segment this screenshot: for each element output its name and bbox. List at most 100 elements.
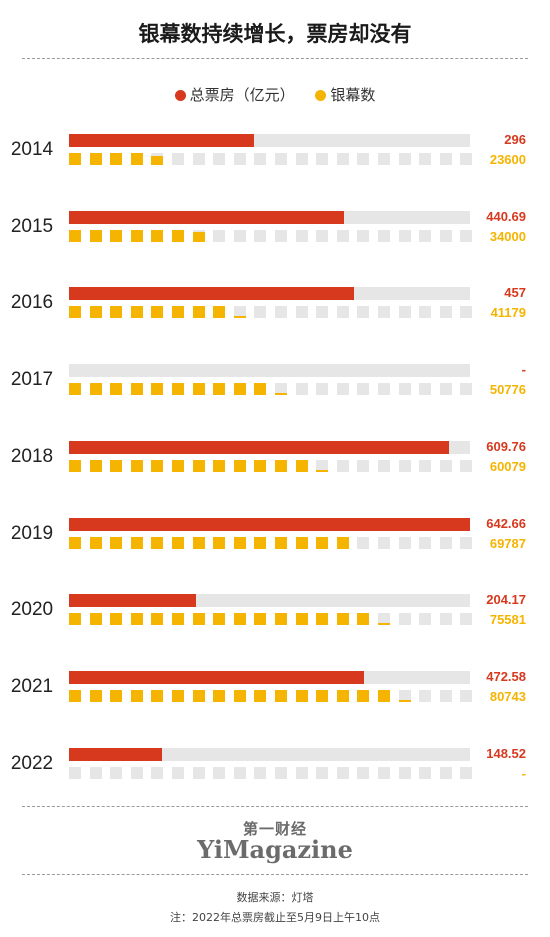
screens-square [110, 689, 123, 702]
screens-square [233, 689, 246, 702]
screens-square [110, 153, 123, 165]
screens-value: - [521, 765, 526, 781]
screens-square [89, 306, 102, 319]
screens-square [357, 306, 370, 319]
screens-square [192, 536, 205, 549]
screens-square [110, 459, 123, 472]
screens-square [336, 766, 349, 779]
screens-square-fill [130, 383, 143, 396]
box-office-track [69, 670, 470, 684]
screens-square [398, 613, 411, 626]
screens-square [130, 536, 143, 549]
screens-square [233, 536, 246, 549]
screens-square-fill [89, 613, 102, 626]
screens-square [316, 229, 329, 242]
screens-square-row [69, 536, 473, 550]
box-office-track [69, 517, 470, 531]
screens-square-fill [130, 306, 143, 319]
chart-title: 银幕数持续增长，票房却没有 [138, 22, 412, 46]
screens-square [213, 383, 226, 396]
screens-square [336, 153, 349, 165]
box-office-track [69, 594, 470, 608]
screens-square-fill [233, 459, 246, 472]
screens-square-fill [336, 537, 349, 549]
screens-square [316, 153, 329, 165]
screens-square [151, 766, 164, 779]
screens-square [295, 613, 308, 626]
screens-square [275, 459, 287, 472]
screens-square [439, 689, 452, 702]
screens-square [460, 459, 473, 472]
screens-square [275, 766, 287, 779]
screens-square-fill [357, 689, 370, 702]
screens-square [89, 536, 102, 549]
footer-divider [22, 874, 528, 875]
box-office-track [69, 440, 470, 454]
screens-square [130, 383, 143, 396]
screens-square [254, 766, 267, 779]
screens-square [130, 229, 143, 242]
screens-square [336, 536, 349, 549]
box-office-bar [69, 670, 364, 684]
screens-square [316, 306, 329, 319]
screens-square [419, 383, 432, 396]
screens-square-row [69, 613, 473, 626]
screens-square-fill [69, 689, 81, 702]
box-office-value: 457 [504, 285, 526, 301]
screens-square [419, 689, 432, 702]
screens-square [419, 459, 432, 472]
screens-square [172, 613, 184, 626]
screens-square [192, 613, 205, 626]
screens-square [213, 229, 226, 242]
screens-square [69, 536, 81, 549]
legend: 总票房（亿元） 银幕数 [0, 84, 550, 105]
screens-square-fill [89, 306, 102, 319]
screens-square-fill [69, 383, 81, 396]
screens-square [378, 306, 390, 319]
box-office-value: 440.69 [486, 208, 526, 224]
screens-square-fill [254, 536, 267, 549]
screens-square [69, 229, 81, 242]
screens-square [254, 689, 267, 702]
screens-square-fill [233, 689, 246, 702]
screens-square [110, 306, 123, 319]
box-office-value: 609.76 [486, 438, 526, 454]
footnote: 注：2022年总票房截止至5月9日上午10点 [170, 911, 380, 924]
screens-square-fill [69, 459, 81, 472]
screens-square [357, 153, 370, 165]
screens-square [398, 459, 411, 472]
screens-square [172, 536, 184, 549]
box-office-bar [69, 747, 162, 761]
screens-square [357, 229, 370, 242]
screens-square-row [69, 459, 473, 473]
screens-square-fill [110, 229, 123, 242]
year-label: 2020 [10, 599, 54, 621]
screens-square [295, 459, 308, 472]
screens-square [254, 383, 267, 396]
screens-square [233, 383, 246, 396]
box-office-track [69, 747, 470, 761]
legend-item-screens: 银幕数 [315, 84, 375, 105]
year-label: 2017 [10, 369, 54, 391]
screens-square-fill [192, 536, 205, 549]
screens-square [110, 536, 123, 549]
screens-square [419, 153, 432, 165]
screens-square-fill [172, 459, 184, 472]
screens-square [378, 229, 390, 242]
screens-square [275, 153, 287, 165]
screens-square [130, 766, 143, 779]
screens-square-fill [69, 306, 81, 319]
screens-square [172, 383, 184, 396]
screens-square [316, 689, 329, 702]
screens-value: 75581 [489, 612, 526, 628]
screens-square-fill [233, 315, 246, 319]
screens-square [357, 383, 370, 396]
screens-square [192, 689, 205, 702]
box-office-bar [69, 517, 470, 531]
screens-square [439, 229, 452, 242]
screens-square [172, 306, 184, 319]
box-office-value: 296 [504, 132, 526, 147]
box-office-value: - [521, 362, 526, 378]
screens-square-fill [110, 383, 123, 396]
screens-square-fill [213, 536, 226, 549]
